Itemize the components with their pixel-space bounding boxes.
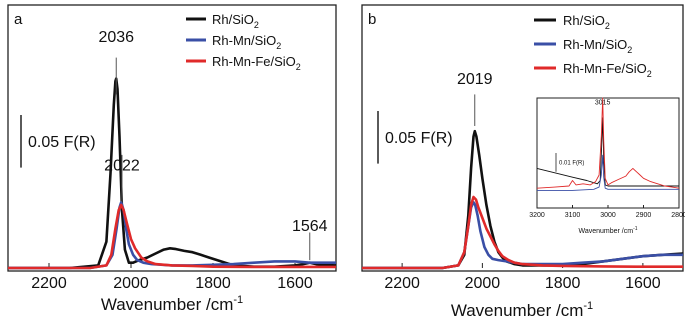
inset-series-rh-mn-fe-sio2: [536, 97, 680, 189]
panel-a: a Wavenumber /cm-1 Rh/SiO2 Rh-Mn/SiO2 Rh…: [7, 4, 337, 314]
inset-series-rh-mn-sio2: [537, 154, 679, 191]
panel-b: b Wavenumber /cm-1 Rh/SiO2 Rh-Mn/SiO2 Rh…: [361, 4, 685, 320]
panel-a-label: a: [14, 11, 23, 28]
panel-b-legend: Rh/SiO2 Rh-Mn/SiO2 Rh-Mn-Fe/SiO2: [534, 13, 652, 79]
panel-b-x-tick-label-1600: 1600: [625, 275, 661, 292]
panel-b-x-tick-label-2000: 2000: [465, 275, 501, 292]
panel-b-x-tick-label-2200: 2200: [384, 275, 420, 292]
panel-a-peak-label-2036: 2036: [98, 29, 134, 46]
panel-b-frame: [361, 4, 684, 272]
panel-a-frame: [7, 4, 337, 272]
inset-series-rh-sio2: [536, 117, 679, 187]
panel-b-legend-label-rh-mn-fe: Rh-Mn-Fe/SiO2: [563, 61, 652, 79]
panel-a-x-tick-label-1600: 1600: [277, 275, 313, 292]
panel-b-legend-label-rh-mn: Rh-Mn/SiO2: [563, 37, 632, 55]
panel-b-series-rh-mn-fe-sio2: [362, 195, 683, 270]
panel-a-scale-bar-label: 0.05 F(R): [28, 134, 96, 151]
inset-peak-label-3015: 3015: [595, 100, 611, 107]
panel-a-peak-label-1564: 1564: [292, 218, 328, 235]
panel-b-scale-bar-label: 0.05 F(R): [385, 130, 453, 147]
inset-x-tick-label-2800: 2800: [671, 212, 685, 219]
panel-a-x-tick-label-1800: 1800: [195, 275, 231, 292]
panel-a-x-axis-title: Wavenumber /cm-1: [101, 294, 243, 314]
panel-a-series-rh-sio2: [8, 77, 337, 270]
panel-a-legend-label-rh: Rh/SiO2: [212, 12, 259, 30]
panel-b-label: b: [368, 11, 376, 28]
inset-plot: Wavenumber /cm-1 3200 3100 3000 2900 2800 301…: [529, 97, 685, 235]
inset-x-tick-label-3200: 3200: [529, 212, 545, 219]
panel-b-x-tick-label-1800: 1800: [545, 275, 581, 292]
inset-frame: [536, 97, 680, 209]
panel-a-series-rh-mn-fe-sio2: [8, 203, 336, 270]
inset-x-axis-title: Wavenumber /cm-1: [578, 226, 637, 235]
panel-a-x-tick-label-2000: 2000: [113, 275, 149, 292]
panel-a-legend: Rh/SiO2 Rh-Mn/SiO2 Rh-Mn-Fe/SiO2: [186, 12, 301, 72]
inset-scale-bar-label: 0.01 F(R): [559, 160, 584, 166]
panel-a-peak-label-2022: 2022: [104, 158, 140, 175]
panel-a-series-rh-mn-sio2: [8, 201, 336, 270]
panel-b-peak-label-2019: 2019: [457, 71, 493, 88]
panel-b-legend-label-rh: Rh/SiO2: [563, 13, 610, 31]
panel-a-x-tick-label-2200: 2200: [31, 275, 67, 292]
inset-x-tick-label-2900: 2900: [636, 212, 652, 219]
panel-a-legend-label-rh-mn-fe: Rh-Mn-Fe/SiO2: [212, 54, 301, 72]
panel-b-x-axis-title: Wavenumber /cm-1: [451, 300, 593, 320]
panel-a-legend-label-rh-mn: Rh-Mn/SiO2: [212, 33, 281, 51]
inset-x-tick-label-3000: 3000: [600, 212, 616, 219]
inset-x-tick-label-3100: 3100: [565, 212, 581, 219]
